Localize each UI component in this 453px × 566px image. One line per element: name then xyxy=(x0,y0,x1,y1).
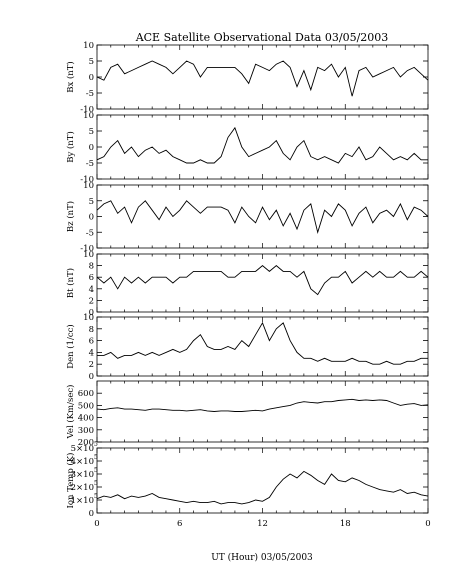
x-tick-label: 0 xyxy=(94,519,99,529)
y-tick-label-den: 8 xyxy=(89,325,94,335)
y-axis-label-bz: Bz (nT) xyxy=(65,201,76,232)
chart-title: ACE Satellite Observational Data 03/05/2… xyxy=(135,31,389,44)
panel-den: 0 2 46 8 10 Den (1/cc) xyxy=(65,313,429,382)
panel-frame-vel xyxy=(96,380,429,443)
y-axis-label-temp: Ion Temp (K) xyxy=(65,453,76,509)
y-tick-label-bz: 5 xyxy=(89,197,94,207)
y-tick-label-by: -10 xyxy=(80,175,94,185)
y-axis-label-bt: Bt (nT) xyxy=(65,268,76,298)
panel-bt: 0 24 68 10 Bt (nT) xyxy=(65,250,429,318)
y-axis-label-den: Den (1/cc) xyxy=(65,324,76,368)
y-tick-label-bx: 5 xyxy=(89,57,94,67)
y-tick-label-den: 6 xyxy=(89,337,94,347)
y-tick-exponent-temp: 5 xyxy=(94,493,98,500)
y-tick-label-temp: 3×10 xyxy=(71,470,94,480)
y-axis-label-by: By (nT) xyxy=(65,131,76,163)
x-tick-label: 18 xyxy=(340,519,351,529)
y-tick-label-vel: 500 xyxy=(78,401,94,411)
y-tick-exponent-temp: 5 xyxy=(94,467,98,474)
x-tick-label: 6 xyxy=(177,519,182,529)
x-axis-label: UT (Hour) 03/05/2003 xyxy=(211,552,313,563)
y-tick-label-temp: 4×10 xyxy=(71,457,94,467)
x-tick-label: 0 xyxy=(425,519,430,529)
y-tick-label-bt: 0 xyxy=(89,308,94,318)
series-line-bz xyxy=(96,200,429,234)
y-axis-label-bx: Bx (nT) xyxy=(65,61,76,93)
panel-bx: -10 -5 0 5 10 Bx (nT) xyxy=(65,41,429,115)
series-line-den xyxy=(97,321,428,365)
y-tick-label-bt: 2 xyxy=(89,296,94,306)
series-line-bx xyxy=(96,60,429,97)
y-tick-label-bt: 10 xyxy=(83,250,94,260)
y-tick-label-vel: 200 xyxy=(78,438,94,448)
y-tick-label-by: 5 xyxy=(89,127,94,137)
y-tick-label-temp: 2×10 xyxy=(71,483,94,493)
panel-frame-by xyxy=(96,114,429,180)
y-tick-label-by: 0 xyxy=(89,143,94,153)
y-axis-label-vel: Vel (Km/sec) xyxy=(65,385,76,440)
y-tick-exponent-temp: 5 xyxy=(94,441,98,448)
y-tick-label-vel: 400 xyxy=(78,414,94,424)
y-tick-label-bt: 8 xyxy=(89,262,94,272)
y-tick-label-vel: 300 xyxy=(78,426,94,436)
y-tick-label-den: 4 xyxy=(89,348,94,358)
y-tick-label-temp: 0 xyxy=(89,509,94,519)
y-tick-label-vel: 600 xyxy=(78,389,94,399)
y-tick-label-by: 10 xyxy=(83,111,94,121)
y-tick-exponent-temp: 5 xyxy=(94,480,98,487)
y-tick-label-bz: -10 xyxy=(80,244,94,254)
y-tick-label-den: 0 xyxy=(89,372,94,382)
y-tick-label-bx: -10 xyxy=(80,105,94,115)
y-tick-label-den: 2 xyxy=(89,360,94,370)
panel-frame-temp xyxy=(96,447,429,514)
y-tick-label-bx: -5 xyxy=(86,89,94,99)
series-line-temp xyxy=(96,470,429,505)
y-tick-label-bt: 4 xyxy=(89,285,94,295)
y-tick-exponent-temp: 5 xyxy=(94,454,98,461)
y-tick-label-bt: 6 xyxy=(89,273,94,283)
panel-frame-bz xyxy=(96,184,429,249)
series-line-vel xyxy=(96,398,429,412)
series-line-bt xyxy=(96,265,429,296)
y-tick-label-bx: 0 xyxy=(89,73,94,83)
y-tick-label-bz: -5 xyxy=(86,228,94,238)
y-tick-label-bz: 0 xyxy=(89,213,94,223)
y-tick-label-temp: 5×10 xyxy=(71,444,94,454)
y-tick-label-by: -5 xyxy=(86,159,94,169)
y-tick-label-den: 10 xyxy=(83,313,94,323)
panel-frame-bt xyxy=(96,253,429,313)
y-tick-label-bx: 10 xyxy=(83,41,94,51)
panel-frame-bx xyxy=(96,44,429,110)
y-tick-label-bz: 10 xyxy=(83,181,94,191)
panel-by: -10 -5 0 5 10 By (nT) xyxy=(65,111,429,185)
series-line-by xyxy=(96,126,428,164)
x-tick-label: 12 xyxy=(257,519,268,529)
panel-frame-den xyxy=(96,316,429,377)
panel-bz: -10 -5 0 5 10 Bz (nT) xyxy=(65,181,429,254)
y-tick-label-temp: 1×10 xyxy=(71,496,94,506)
